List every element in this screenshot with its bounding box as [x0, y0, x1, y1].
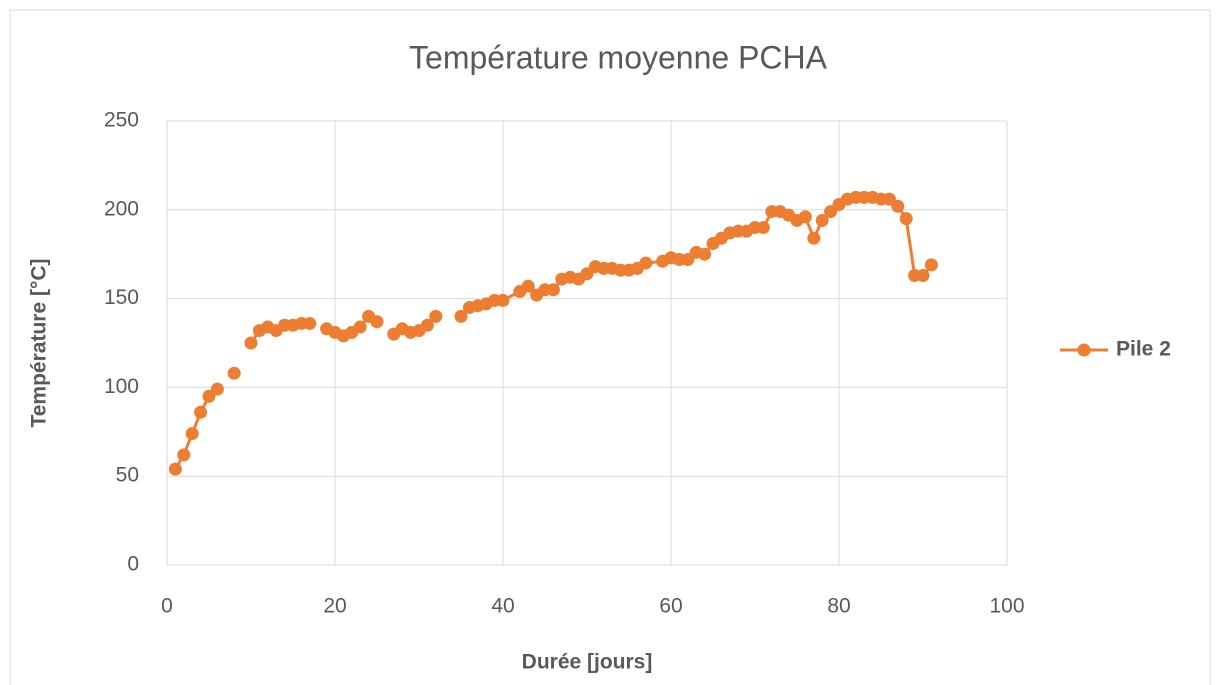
data-point [185, 427, 199, 441]
x-tick-label: 100 [989, 595, 1024, 618]
data-point [244, 336, 258, 350]
legend-label: Pile 2 [1116, 338, 1171, 361]
data-point [807, 231, 821, 245]
data-point [420, 318, 434, 332]
y-tick-label: 0 [127, 553, 139, 576]
y-tick-label: 150 [104, 286, 139, 309]
data-point [454, 309, 468, 323]
data-point [177, 448, 191, 462]
data-point [496, 293, 510, 307]
data-point [924, 258, 938, 272]
data-point [546, 283, 560, 297]
y-tick-label: 100 [104, 375, 139, 398]
y-tick-label: 50 [116, 464, 139, 487]
x-tick-label: 20 [323, 595, 346, 618]
data-point [916, 269, 930, 283]
chart-border [9, 9, 1211, 685]
data-point [303, 316, 317, 330]
x-tick-label: 40 [491, 595, 514, 618]
data-point [353, 320, 367, 334]
data-point [756, 221, 770, 235]
y-tick-label: 250 [104, 109, 139, 132]
data-point [370, 315, 384, 329]
data-point [815, 213, 829, 227]
legend-marker [1077, 343, 1091, 357]
data-point [698, 247, 712, 261]
x-tick-label: 80 [827, 595, 850, 618]
x-axis-title: Durée [jours] [522, 651, 653, 674]
data-point [521, 279, 535, 293]
data-point [168, 462, 182, 476]
data-point [798, 210, 812, 224]
y-axis-title: Température [°C] [28, 258, 51, 427]
data-point [899, 212, 913, 226]
x-tick-label: 60 [659, 595, 682, 618]
data-point [210, 382, 224, 396]
data-point [194, 405, 208, 419]
y-tick-label: 200 [104, 197, 139, 220]
x-tick-label: 0 [161, 595, 173, 618]
data-point [639, 256, 653, 270]
data-point [227, 366, 241, 380]
chart-title: Température moyenne PCHA [409, 39, 828, 75]
data-point [891, 199, 905, 213]
data-point [429, 309, 443, 323]
